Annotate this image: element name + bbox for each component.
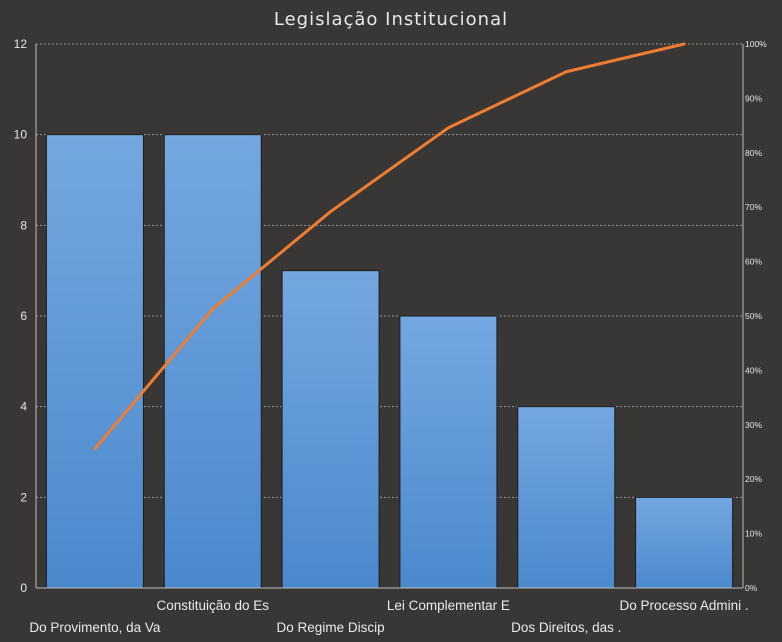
axes: 0 2 4 6 8 10 12 0% 10% 20% 30% 40% 50% 60% 70% 80% 90% 10… xyxy=(14,37,768,595)
y-tick-label: 6 xyxy=(20,309,27,323)
y2-tick-label: 0% xyxy=(745,583,758,593)
y2-tick-label: 20% xyxy=(745,474,762,484)
x-category-label: Dos Direitos, das . xyxy=(511,620,621,635)
bar xyxy=(517,406,616,589)
x-category-label: Lei Complementar E xyxy=(387,598,510,613)
bar xyxy=(163,134,262,589)
gridlines xyxy=(36,43,743,498)
y-tick-label: 8 xyxy=(20,218,27,232)
y2-tick-label: 80% xyxy=(745,148,762,158)
x-category-label: Do Provimento, da Va xyxy=(29,620,161,635)
category-labels: Do Provimento, da Va Constituição do Es Do… xyxy=(29,598,748,635)
y-tick-label: 0 xyxy=(20,581,27,595)
y-tick-label: 10 xyxy=(14,128,28,142)
cumulative-line xyxy=(93,42,686,451)
x-category-label: Constituição do Es xyxy=(156,598,269,613)
chart-title: Legislação Institucional xyxy=(274,9,508,30)
cumulative-line-path xyxy=(93,42,686,451)
y2-tick-label: 100% xyxy=(745,39,767,49)
x-category-label: Do Processo Admini . xyxy=(620,598,749,613)
y-tick-label: 4 xyxy=(20,400,27,414)
y-tick-label: 2 xyxy=(20,490,27,504)
y2-tick-label: 90% xyxy=(745,93,762,103)
bars xyxy=(45,134,734,589)
y2-tick-label: 70% xyxy=(745,202,762,212)
y2-tick-label: 40% xyxy=(745,365,762,375)
y2-tick-label: 10% xyxy=(745,529,762,539)
bar xyxy=(635,496,734,589)
bar xyxy=(399,315,498,589)
y-tick-label: 12 xyxy=(14,37,28,51)
bar xyxy=(281,270,380,589)
x-category-label: Do Regime Discip xyxy=(277,620,385,635)
y2-tick-label: 50% xyxy=(745,311,762,321)
y2-tick-label: 30% xyxy=(745,420,762,430)
bar xyxy=(45,134,144,589)
y2-tick-label: 60% xyxy=(745,257,762,267)
